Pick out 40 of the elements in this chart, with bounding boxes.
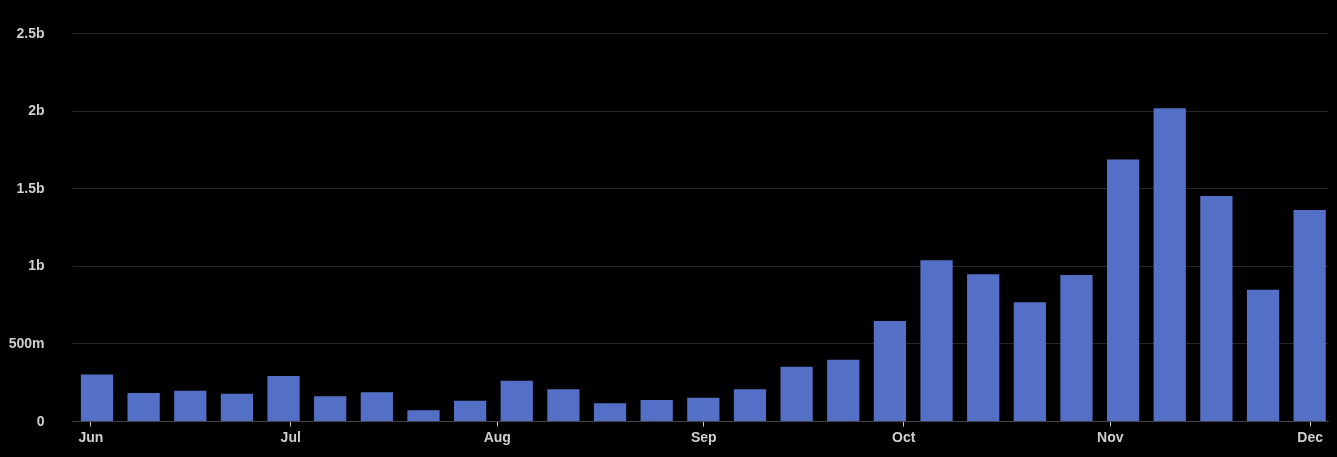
bar: [500, 380, 533, 421]
x-tick-label: Oct: [892, 428, 916, 445]
bar: [267, 375, 300, 421]
bar: [174, 390, 207, 421]
bar: [407, 410, 440, 421]
x-tick-label: Aug: [483, 428, 511, 445]
bar: [1246, 289, 1280, 421]
bar: [827, 359, 860, 421]
y-tick-label: 0: [36, 412, 45, 429]
x-tick-label: Jul: [280, 428, 301, 445]
bar: [454, 400, 487, 421]
bar: [733, 389, 767, 421]
bar: [1060, 275, 1093, 421]
bar: [127, 393, 160, 421]
bar: [80, 374, 114, 421]
bar: [687, 397, 720, 421]
bar: [873, 320, 907, 421]
y-tick-label: 500m: [8, 334, 45, 351]
bar: [1106, 159, 1140, 421]
bar: [1153, 108, 1186, 421]
y-tick-label: 2.5b: [16, 24, 45, 41]
y-tick-label: 2b: [28, 102, 45, 119]
bar: [314, 396, 347, 421]
bar: [593, 403, 627, 421]
x-tick-label: Jun: [78, 428, 104, 445]
bar: [547, 389, 580, 421]
bar: [220, 393, 254, 421]
bar: [1200, 195, 1233, 421]
x-tick-label: Sep: [690, 428, 717, 445]
bar: [920, 260, 953, 421]
bar: [780, 366, 813, 421]
x-tick-label: Dec: [1297, 428, 1324, 445]
bar: [360, 392, 393, 421]
x-tick-label: Nov: [1097, 428, 1124, 445]
bar: [967, 274, 1000, 421]
y-tick-label: 1.5b: [16, 179, 45, 196]
bar: [1293, 209, 1326, 421]
bar: [1013, 302, 1046, 421]
bar: [640, 400, 673, 421]
y-tick-label: 1b: [28, 257, 45, 274]
